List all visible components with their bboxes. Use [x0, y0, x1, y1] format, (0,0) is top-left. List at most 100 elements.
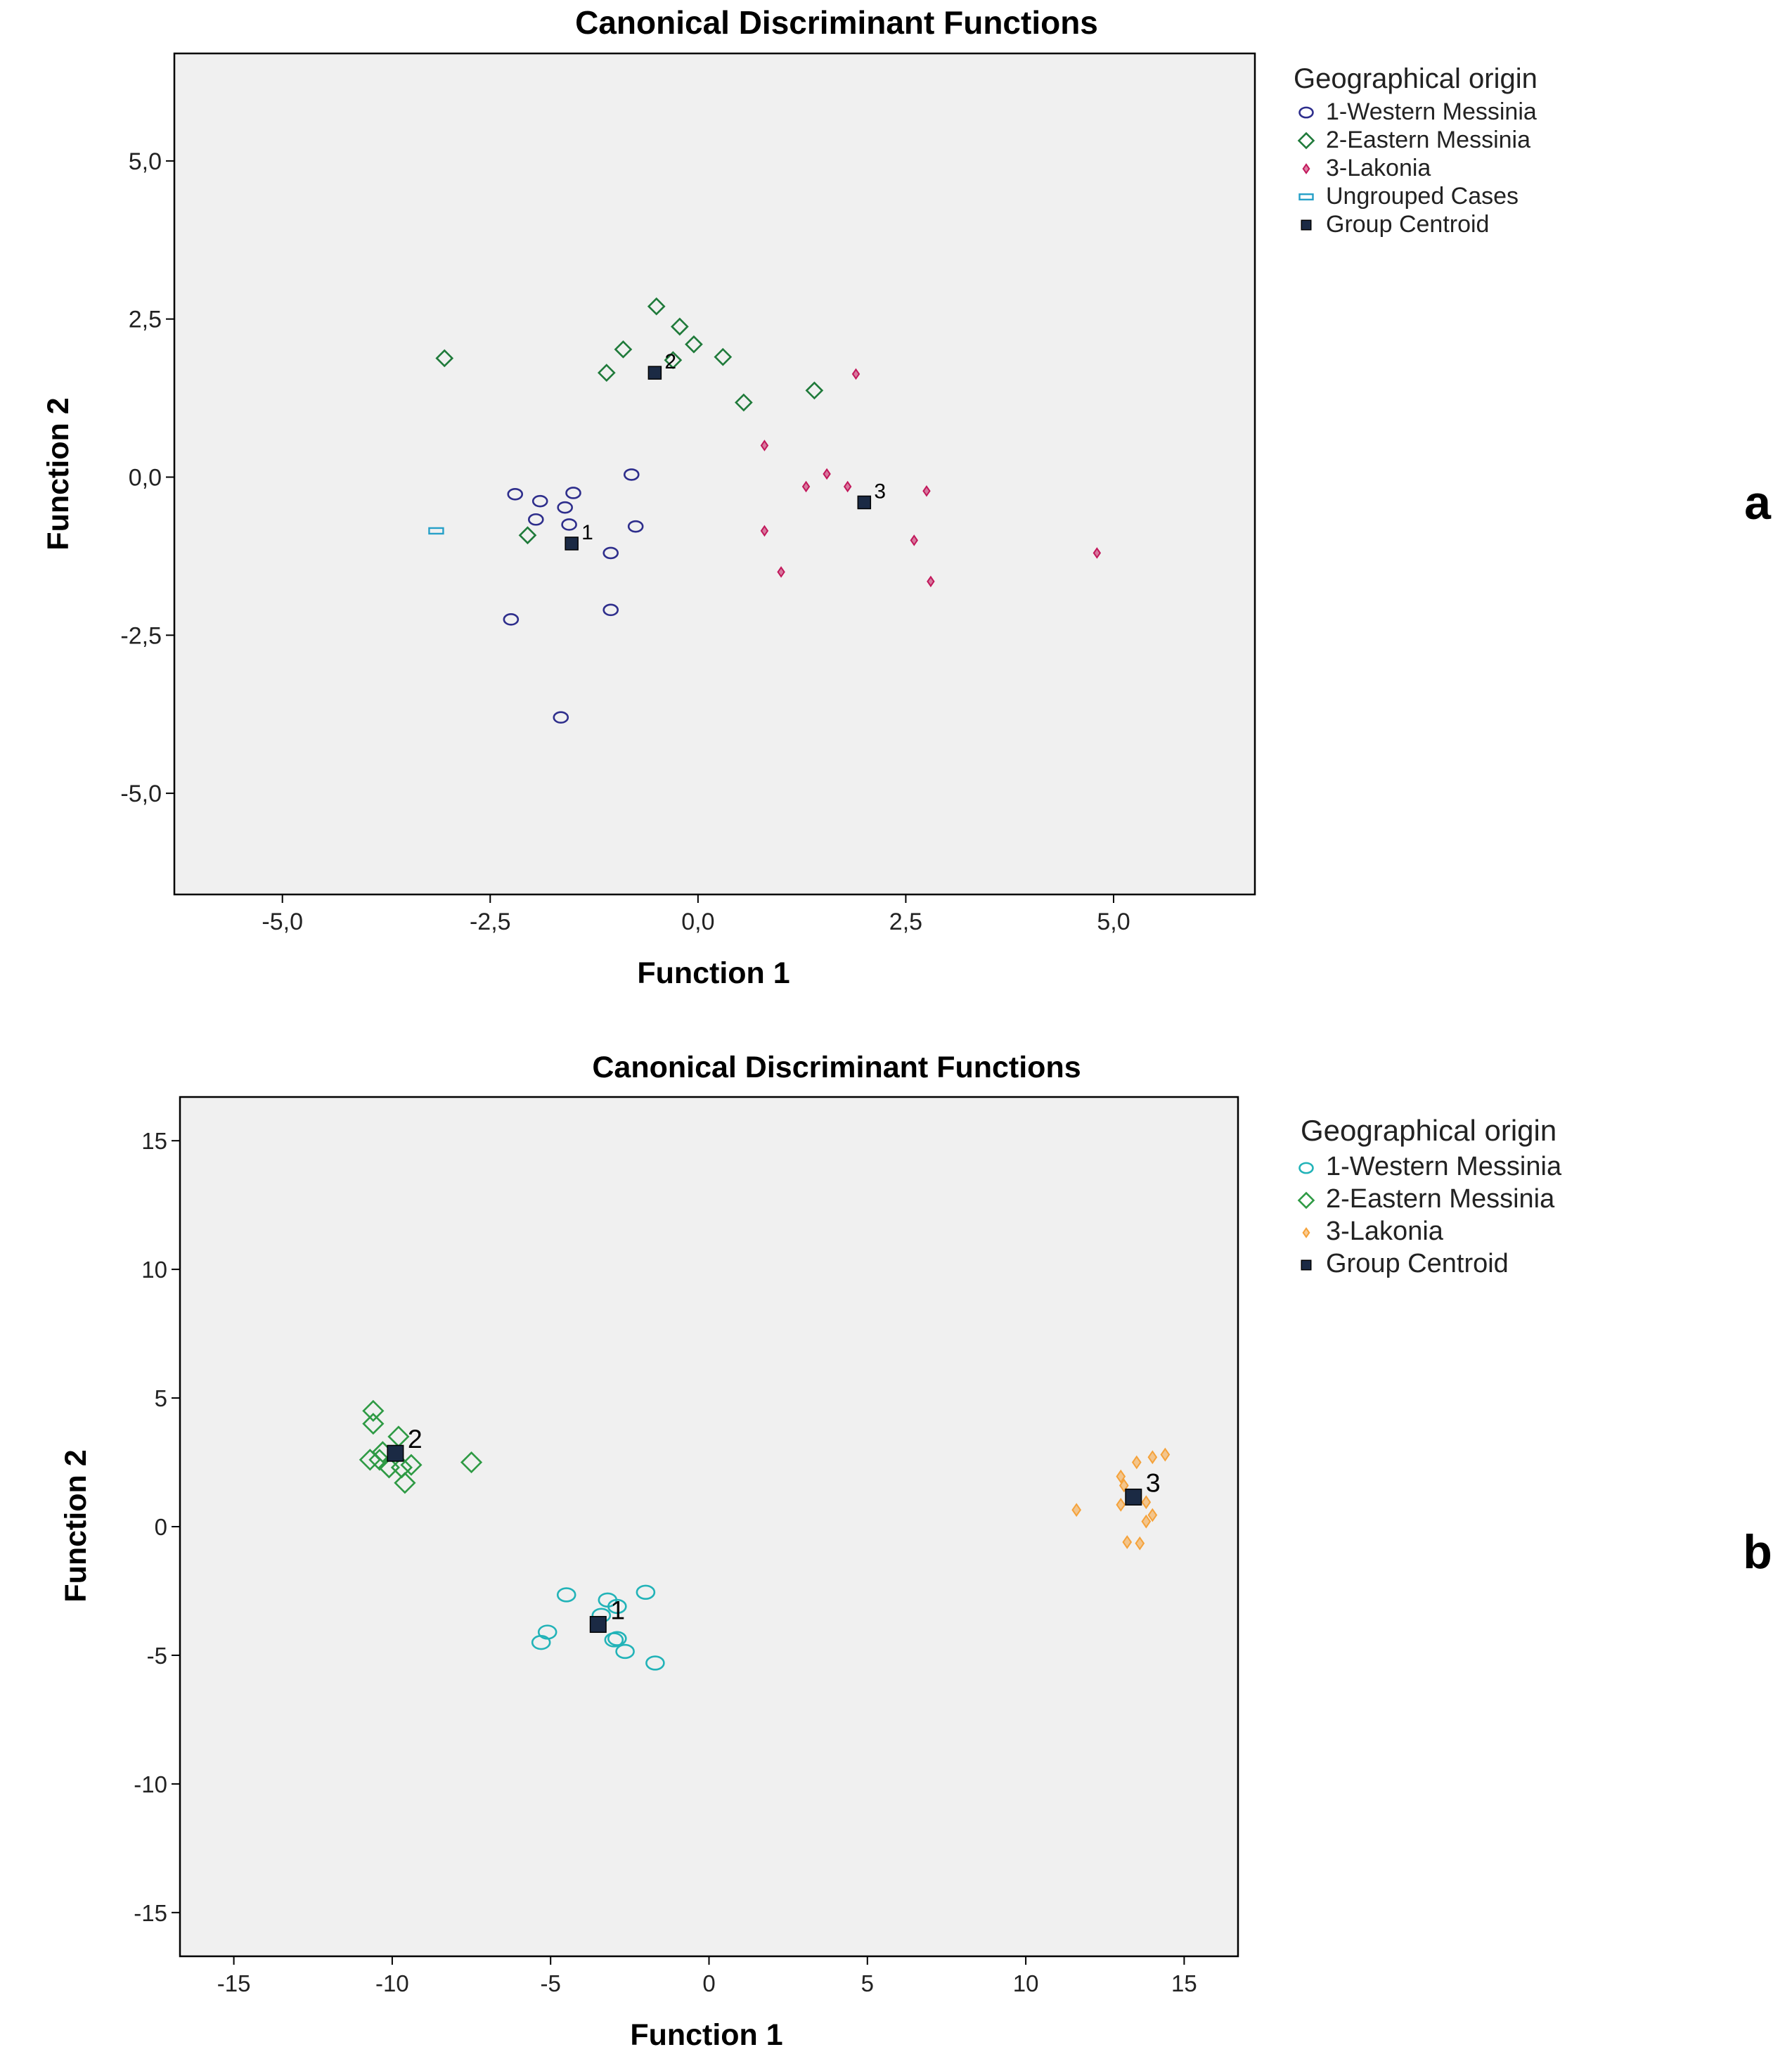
panel-b-x-tick-label: -5	[541, 1970, 561, 1996]
panel-a-y-tick-label: -2,5	[120, 622, 162, 649]
group-centroid-point	[387, 1444, 404, 1462]
panel-b-x-tick-label: 10	[1013, 1970, 1039, 1996]
2-eastern-messinia-point	[614, 340, 633, 359]
group-centroid-point	[565, 537, 579, 551]
group-centroid-label: 1	[610, 1596, 625, 1625]
panel-b-x-tick-label: 0	[702, 1970, 715, 1996]
legend-label: 1-Western Messinia	[1326, 98, 1537, 125]
1-western-messinia-point	[503, 613, 520, 626]
3-lakonia-point	[1071, 1503, 1082, 1518]
panel-b-y-axis-label: Function 2	[59, 1449, 93, 1602]
legend-swatch-group-centroid	[1301, 1259, 1312, 1271]
panel-b-x-tick-label: 5	[861, 1970, 874, 1996]
group-centroid-point	[647, 366, 662, 380]
legend-label: 3-Lakonia	[1326, 155, 1431, 181]
group-centroid-point	[1125, 1488, 1142, 1506]
legend-swatch-3-lakonia	[1302, 1227, 1310, 1238]
panel-b-y-tick-label: -10	[134, 1771, 167, 1797]
legend-label: Group Centroid	[1326, 211, 1489, 238]
3-lakonia-point	[1131, 1455, 1142, 1470]
legend-label: 2-Eastern Messinia	[1326, 127, 1530, 153]
legend-swatch-3-lakonia	[1302, 163, 1310, 174]
3-lakonia-point	[1119, 1478, 1129, 1493]
group-centroid-point	[857, 495, 872, 510]
panel-a-y-tick-label: -5,0	[120, 781, 162, 807]
panel-b-label: b	[1743, 1525, 1772, 1579]
1-western-messinia-point	[565, 487, 581, 499]
legend-label: Group Centroid	[1326, 1249, 1509, 1278]
legend-item-group-centroid: Group Centroid	[1301, 211, 1489, 238]
2-eastern-messinia-point	[394, 1472, 416, 1494]
legend-item-3-lakonia: 3-Lakonia	[1302, 1217, 1444, 1246]
3-lakonia-point	[760, 525, 769, 537]
ungrouped-cases-point	[428, 527, 444, 535]
legend-label: 3-Lakonia	[1326, 1217, 1444, 1246]
legend-swatch-2-eastern-messinia	[1297, 131, 1315, 150]
panel-a-y-axis: 5,0 2,5 0,0 -2,5 -5,0	[120, 148, 174, 807]
3-lakonia-point	[1122, 1535, 1133, 1549]
panel-b-x-tick-label: -15	[217, 1970, 251, 1996]
panel-b-x-tick-label: -10	[375, 1970, 409, 1996]
3-lakonia-point	[801, 480, 811, 493]
legend-label: 2-Eastern Messinia	[1326, 1184, 1555, 1214]
group-centroid-label: 1	[581, 521, 593, 544]
panel-b-y-tick-label: -15	[134, 1900, 167, 1926]
panel-a-x-tick-label: 5,0	[1097, 909, 1130, 935]
legend-label: Ungrouped Cases	[1326, 183, 1519, 210]
3-lakonia-point	[1116, 1469, 1126, 1484]
panel-b-y-tick-label: 0	[155, 1514, 167, 1540]
legend-item-2-eastern-messinia: 2-Eastern Messinia	[1297, 127, 1530, 153]
2-eastern-messinia-point	[685, 335, 703, 354]
1-western-messinia-point	[602, 546, 619, 560]
legend-item-group-centroid: Group Centroid	[1301, 1249, 1509, 1278]
2-eastern-messinia-point	[664, 351, 683, 369]
panel-a-data-points: 1 2 3	[428, 297, 1102, 724]
1-western-messinia-point	[531, 494, 548, 508]
panel-b-y-tick-label: 5	[155, 1385, 167, 1411]
3-lakonia-point	[1160, 1447, 1171, 1462]
panel-b-y-axis: 15 10 5 0 -5 -10 -15	[134, 1128, 180, 1926]
panel-a-x-tick-label: -5,0	[262, 909, 303, 935]
2-eastern-messinia-point	[518, 526, 537, 545]
panel-b: Canonical Discriminant Functions 151050-…	[59, 1051, 1772, 2052]
panel-a-plot-area	[173, 52, 1256, 896]
panel-a-x-axis: -5,0 -2,5 0,0 2,5 5,0	[262, 894, 1130, 935]
3-lakonia-point	[1141, 1514, 1152, 1529]
panel-a-y-axis-label: Function 2	[41, 397, 75, 550]
legend-swatch-1-western-messinia	[1298, 106, 1314, 119]
1-western-messinia-point	[531, 1634, 551, 1650]
1-western-messinia-point	[645, 1655, 665, 1671]
1-western-messinia-point	[623, 468, 640, 481]
1-western-messinia-point	[507, 487, 524, 501]
3-lakonia-point	[760, 439, 769, 451]
3-lakonia-point	[851, 368, 860, 380]
2-eastern-messinia-point	[647, 297, 666, 316]
1-western-messinia-point	[627, 520, 644, 533]
2-eastern-messinia-point	[735, 393, 753, 412]
3-lakonia-point	[1147, 1450, 1158, 1465]
group-centroid-point	[589, 1616, 607, 1634]
3-lakonia-point	[927, 575, 935, 588]
2-eastern-messinia-point	[359, 1449, 381, 1471]
3-lakonia-point	[922, 485, 931, 497]
3-lakonia-point	[1092, 547, 1102, 559]
2-eastern-messinia-point	[400, 1454, 423, 1476]
panel-b-x-axis: -15 -10 -5 0 5 10 15	[217, 1956, 1197, 1996]
3-lakonia-point	[1116, 1498, 1126, 1512]
group-centroid-label: 2	[408, 1424, 423, 1454]
1-western-messinia-point	[557, 501, 573, 514]
2-eastern-messinia-point	[362, 1399, 385, 1422]
2-eastern-messinia-point	[805, 381, 824, 400]
1-western-messinia-point	[607, 1598, 627, 1615]
legend-item-2-eastern-messinia: 2-Eastern Messinia	[1297, 1184, 1555, 1214]
2-eastern-messinia-point	[368, 1449, 391, 1471]
legend-item-3-lakonia: 3-Lakonia	[1302, 155, 1431, 181]
legend-item-ungrouped-cases: Ungrouped Cases	[1298, 183, 1519, 210]
2-eastern-messinia-point	[362, 1413, 385, 1435]
2-eastern-messinia-point	[597, 364, 616, 382]
group-centroid-label: 3	[1146, 1468, 1161, 1497]
panel-a-x-axis-label: Function 1	[637, 956, 789, 990]
legend-swatch-2-eastern-messinia	[1297, 1191, 1315, 1210]
panel-a-y-tick-label: 0,0	[129, 464, 162, 491]
